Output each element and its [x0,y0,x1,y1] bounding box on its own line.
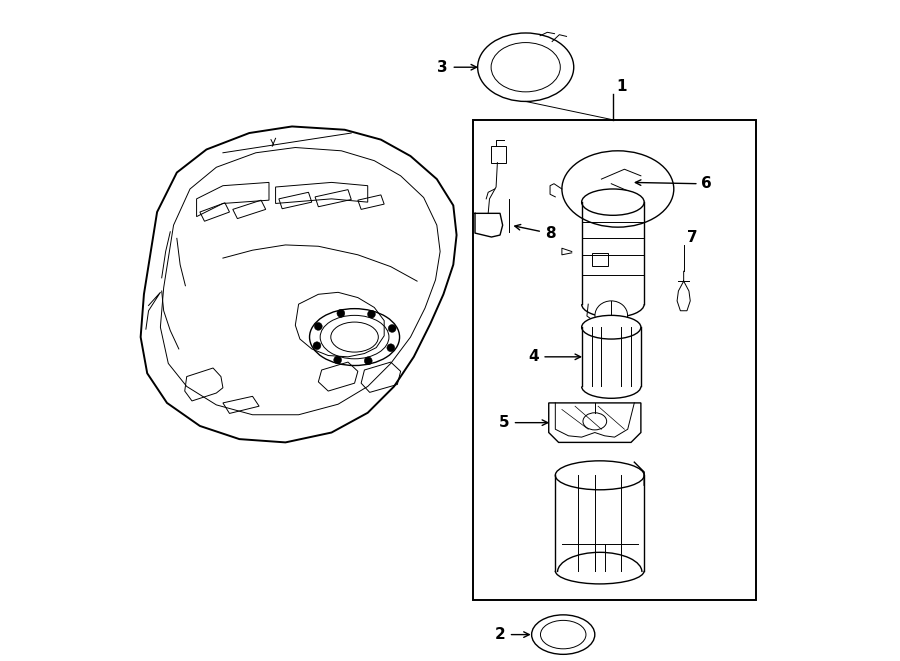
Text: 1: 1 [616,79,626,95]
Circle shape [364,357,373,365]
Text: 3: 3 [437,59,448,75]
Circle shape [313,342,321,350]
Circle shape [367,310,375,318]
Ellipse shape [555,461,644,490]
Circle shape [337,309,345,317]
Ellipse shape [581,315,641,339]
Text: 7: 7 [687,229,698,245]
Ellipse shape [562,151,674,227]
Text: 2: 2 [494,627,505,642]
Circle shape [334,356,342,364]
Bar [473,120,756,600]
Circle shape [314,323,322,330]
Text: 8: 8 [545,225,556,241]
Bar [591,253,608,266]
Text: 5: 5 [499,415,509,430]
Ellipse shape [595,301,627,330]
Text: 6: 6 [701,176,712,191]
Ellipse shape [581,189,644,215]
Circle shape [388,325,396,332]
Text: 4: 4 [528,349,539,364]
Circle shape [387,344,395,352]
